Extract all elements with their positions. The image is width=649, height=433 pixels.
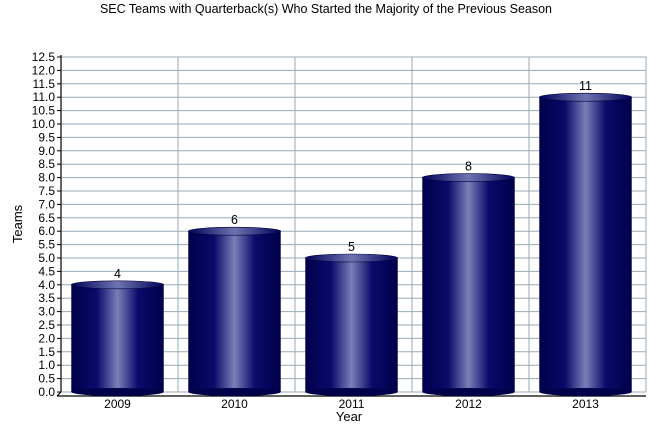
bar-cap [538,92,633,102]
bar-cap [70,280,165,290]
y-tick-label: 4.5 [38,264,55,278]
bar-base [422,388,515,396]
bar-base [539,388,632,396]
bar-2012 [421,173,516,396]
y-tick-label: 2.5 [38,318,55,332]
data-labels: 4 6 5 8 11 [114,79,592,281]
data-label: 4 [114,267,121,281]
y-tick-label: 8.5 [38,157,55,171]
y-tick-label: 11.5 [33,77,56,91]
x-axis-label: Year [336,409,363,424]
y-tick-label: 5.5 [38,238,55,252]
y-axis-label: Teams [10,204,25,243]
y-tick-label: 9.0 [38,144,55,158]
y-tick-label: 4.0 [38,278,55,292]
bar-base [71,388,164,396]
y-tick-label: 11.0 [33,90,56,104]
bar-body [305,258,398,392]
bar-2011 [304,253,399,396]
x-tick-label: 2009 [104,397,131,411]
x-tick-labels: 2009 2010 2011 2012 2013 [104,397,599,411]
y-tick-label: 2.0 [38,331,55,345]
y-tick-label: 12.5 [32,50,56,64]
y-tick-label: 3.0 [38,305,55,319]
bar-2009 [70,280,165,396]
y-tick-label: 10.5 [32,104,56,118]
chart-title: SEC Teams with Quarterback(s) Who Starte… [100,2,552,16]
y-tick-label: 5.0 [38,251,55,265]
data-label: 11 [579,79,592,93]
x-tick-label: 2013 [572,397,599,411]
y-tick-label: 10.0 [32,117,56,131]
bar-body [422,177,515,392]
data-label: 8 [465,160,472,174]
y-tick-label: 8.0 [38,171,55,185]
x-tick-label: 2012 [455,397,482,411]
bar-body [71,284,164,392]
y-tick-label: 7.0 [38,197,55,211]
bar-cap [421,173,516,182]
bar-body [188,231,281,392]
axis-corner [56,391,62,397]
y-tick-label: 7.5 [38,184,55,198]
y-tick-labels: 0.00.51.01.52.02.53.03.54.04.55.05.56.06… [32,50,56,399]
y-tick-label: 6.0 [38,224,55,238]
x-tick-label: 2010 [221,397,248,411]
bar-base [305,388,398,396]
bars [70,92,633,396]
y-tick-label: 0.0 [38,385,55,399]
bar-cap [187,226,282,236]
bar-2010 [187,226,282,396]
y-tick-label: 1.5 [38,345,55,359]
y-tick-label: 0.5 [38,372,55,386]
y-tick-label: 12.0 [32,63,56,77]
data-label: 6 [231,213,238,227]
y-tick-label: 9.5 [38,130,55,144]
bar-2013 [538,92,633,396]
bar-cap [304,253,399,263]
x-tick-label: 2011 [339,397,365,411]
y-tick-label: 3.5 [38,291,55,305]
data-label: 5 [348,240,355,254]
y-tick-label: 1.0 [38,358,55,372]
bar-body [539,97,632,392]
y-tick-label: 6.5 [38,211,55,225]
bar-base [188,388,281,396]
